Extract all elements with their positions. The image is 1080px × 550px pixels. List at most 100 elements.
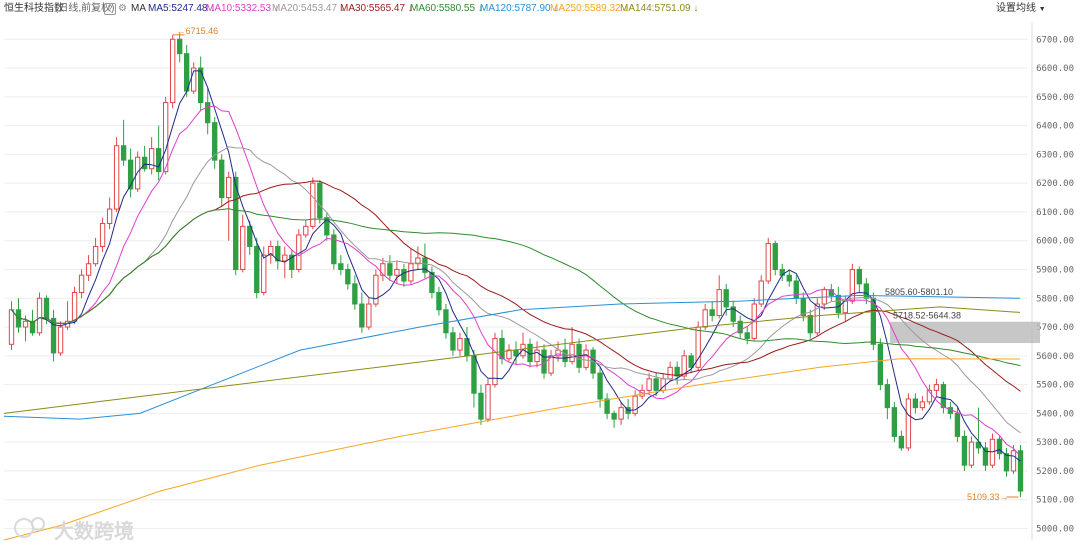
candle-body	[982, 447, 989, 466]
ma20-line	[11, 146, 1021, 434]
candle-body	[268, 245, 274, 256]
period-label: (日线,前复权)	[55, 3, 115, 14]
candle-body	[184, 53, 190, 92]
candle-body	[772, 243, 778, 270]
candle-body	[877, 343, 884, 386]
y-tick-label: 6300.00	[1036, 150, 1074, 160]
candle-body	[765, 243, 771, 282]
ma-item: MA5:5247.48 ↓	[148, 3, 216, 14]
candle-body	[856, 268, 863, 285]
candle-body	[408, 263, 414, 282]
candle-body	[534, 349, 540, 363]
candle-body	[702, 309, 708, 328]
candle-body	[926, 389, 933, 403]
candle-body	[155, 148, 162, 173]
candle-body	[113, 145, 120, 210]
candle-body	[50, 317, 57, 354]
ma10-line	[11, 105, 1021, 457]
candle-body	[807, 315, 813, 334]
candle-body	[127, 159, 134, 190]
candle-body	[43, 297, 50, 319]
candle-body	[597, 372, 603, 400]
candle-body	[891, 407, 898, 437]
ma-item: MA144:5751.09 ↓	[620, 3, 699, 14]
candle-body	[289, 254, 295, 270]
candle-body	[240, 225, 246, 270]
settings-ma-button[interactable]: 设置均线 ▼	[996, 0, 1046, 19]
candle-body	[548, 355, 554, 374]
candle-body	[29, 320, 36, 334]
candle-body	[247, 225, 253, 247]
candle-body	[106, 208, 113, 224]
candle-body	[261, 254, 267, 294]
candle-body	[338, 263, 344, 270]
candle-body	[443, 309, 449, 334]
candle-body	[275, 245, 281, 262]
low-price-label: 5109.33→	[967, 492, 1009, 502]
candle-body	[57, 326, 64, 354]
y-tick-label: 6600.00	[1036, 64, 1074, 74]
candle-body	[373, 274, 379, 305]
watermark-text: 大数跨境	[54, 519, 134, 543]
candle-body	[457, 338, 463, 351]
candle-body	[737, 320, 743, 334]
candle-body	[226, 176, 232, 199]
zone-label-mid: 5718.52-5644.38	[893, 310, 961, 320]
candle-body	[492, 338, 498, 386]
y-tick-label: 5300.00	[1036, 438, 1074, 448]
candle-body	[450, 332, 456, 351]
caret-down-icon: ▼	[1038, 6, 1046, 13]
candle-body	[786, 274, 792, 282]
ma120-line	[3, 294, 1021, 420]
y-tick-label: 5900.00	[1036, 265, 1074, 275]
candle-body	[310, 182, 316, 227]
candle-body	[870, 297, 877, 345]
candle-body	[345, 268, 351, 285]
candle-body	[849, 268, 856, 302]
candle-body	[317, 182, 323, 219]
y-tick-label: 6000.00	[1036, 237, 1074, 247]
ma-legend-bar: 恒生科技指数 (日线,前复权) ? ⚙ MA MA5:5247.48 ↓ MA10…	[0, 0, 1080, 18]
ma-item: MA250:5589.32 ↓	[550, 3, 629, 14]
candle-body	[478, 392, 484, 420]
help-icon[interactable]: ?	[104, 3, 116, 15]
ma-label: MA	[131, 3, 146, 14]
candle-body	[506, 349, 512, 360]
candle-body	[401, 268, 407, 282]
watermark-logo-icon	[31, 517, 45, 531]
instrument-name: 恒生科技指数	[4, 3, 64, 14]
candle-body	[898, 435, 905, 449]
candle-body	[709, 309, 715, 317]
ma-item: MA10:5332.53 ↓	[206, 3, 279, 14]
candle-body	[618, 407, 624, 420]
high-price-label: ←6715.46	[177, 26, 219, 36]
candle-body	[99, 222, 106, 247]
candle-body	[36, 297, 43, 334]
candle-body	[940, 384, 947, 409]
candle-body	[191, 67, 197, 92]
ma60-line	[11, 208, 1021, 367]
candle-body	[961, 435, 968, 466]
candle-body	[996, 438, 1003, 455]
candle-body	[282, 254, 288, 262]
candle-body	[415, 257, 421, 265]
candle-body	[681, 355, 687, 377]
candle-body	[366, 303, 372, 328]
candle-body	[212, 122, 218, 161]
candle-body	[141, 156, 148, 170]
candle-body	[233, 176, 239, 270]
y-tick-label: 5600.00	[1036, 352, 1074, 362]
gear-icon[interactable]: ⚙	[118, 3, 127, 14]
candle-body	[646, 378, 652, 391]
candle-body	[758, 280, 764, 305]
candle-body	[148, 148, 155, 170]
candle-body	[219, 159, 225, 199]
price-zone	[890, 321, 1040, 344]
candle-body	[85, 263, 92, 276]
candle-body	[92, 245, 99, 265]
y-tick-label: 5700.00	[1036, 323, 1074, 333]
candle-body	[730, 306, 736, 322]
candle-body	[380, 263, 386, 276]
candle-body	[667, 366, 673, 380]
